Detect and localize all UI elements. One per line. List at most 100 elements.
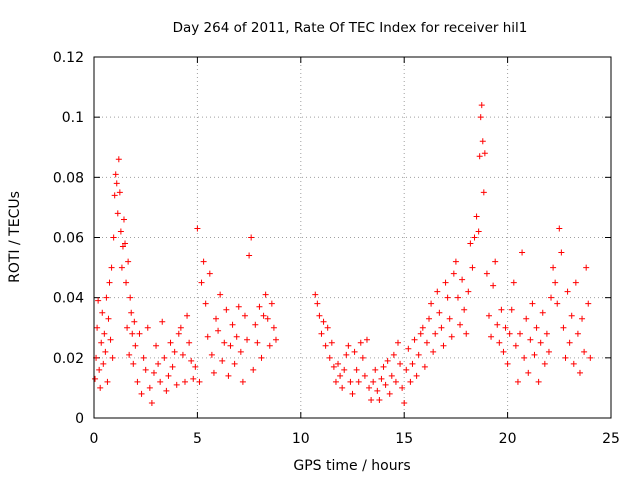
axis-ticks bbox=[93, 56, 612, 419]
data-point bbox=[386, 390, 393, 397]
data-point bbox=[548, 294, 555, 301]
data-point bbox=[562, 354, 569, 361]
data-point bbox=[545, 348, 552, 355]
data-point bbox=[347, 378, 354, 385]
y-tick-label: 0.06 bbox=[53, 231, 84, 247]
data-point bbox=[235, 303, 242, 310]
data-point bbox=[231, 360, 238, 367]
data-point bbox=[98, 339, 105, 346]
data-point bbox=[112, 171, 119, 178]
data-point bbox=[461, 306, 468, 313]
data-point bbox=[527, 336, 534, 343]
data-point bbox=[572, 279, 579, 286]
data-point bbox=[525, 369, 532, 376]
data-point bbox=[208, 351, 215, 358]
data-point bbox=[117, 228, 124, 235]
data-point bbox=[537, 339, 544, 346]
data-point bbox=[476, 153, 483, 160]
data-point bbox=[190, 375, 197, 382]
data-point bbox=[378, 375, 385, 382]
data-point bbox=[192, 363, 199, 370]
data-point bbox=[105, 315, 112, 322]
data-point bbox=[450, 270, 457, 277]
data-point bbox=[533, 324, 540, 331]
data-point bbox=[442, 279, 449, 286]
data-point bbox=[186, 339, 193, 346]
data-point bbox=[262, 291, 269, 298]
data-point bbox=[116, 189, 123, 196]
data-point bbox=[94, 324, 101, 331]
data-point bbox=[136, 330, 143, 337]
data-point bbox=[181, 378, 188, 385]
data-point bbox=[229, 321, 236, 328]
data-point bbox=[326, 354, 333, 361]
data-point bbox=[177, 324, 184, 331]
y-tick-label: 0.12 bbox=[53, 50, 84, 66]
data-points bbox=[92, 102, 594, 406]
data-point bbox=[459, 276, 466, 283]
data-point bbox=[446, 315, 453, 322]
data-point bbox=[430, 348, 437, 355]
data-point bbox=[407, 378, 414, 385]
x-tick-label: 0 bbox=[90, 431, 99, 447]
data-point bbox=[314, 300, 321, 307]
data-point bbox=[119, 243, 126, 250]
data-point bbox=[335, 360, 342, 367]
data-point bbox=[128, 309, 135, 316]
data-point bbox=[103, 294, 110, 301]
data-point bbox=[502, 324, 509, 331]
data-point bbox=[322, 342, 329, 349]
data-point bbox=[123, 279, 130, 286]
data-point bbox=[556, 225, 563, 232]
data-point bbox=[153, 342, 160, 349]
data-point bbox=[171, 348, 178, 355]
data-point bbox=[481, 150, 488, 157]
data-point bbox=[415, 351, 422, 358]
data-point bbox=[196, 378, 203, 385]
data-point bbox=[452, 258, 459, 265]
data-point bbox=[498, 306, 505, 313]
data-point bbox=[436, 309, 443, 316]
data-point bbox=[361, 372, 368, 379]
data-point bbox=[107, 336, 114, 343]
data-point bbox=[320, 318, 327, 325]
data-point bbox=[163, 387, 170, 394]
data-point bbox=[473, 213, 480, 220]
data-point bbox=[100, 360, 107, 367]
data-point bbox=[188, 357, 195, 364]
data-point bbox=[134, 378, 141, 385]
data-point bbox=[585, 300, 592, 307]
data-point bbox=[114, 210, 121, 217]
data-point bbox=[155, 360, 162, 367]
data-point bbox=[380, 363, 387, 370]
data-point bbox=[506, 330, 513, 337]
data-point bbox=[581, 348, 588, 355]
data-point bbox=[413, 372, 420, 379]
data-point bbox=[560, 324, 567, 331]
chart-title: Day 264 of 2011, Rate Of TEC Index for r… bbox=[173, 20, 528, 36]
data-point bbox=[129, 330, 136, 337]
x-tick-label: 20 bbox=[499, 431, 517, 447]
data-point bbox=[394, 339, 401, 346]
data-point bbox=[494, 321, 501, 328]
data-point bbox=[330, 363, 337, 370]
data-point bbox=[194, 225, 201, 232]
data-point bbox=[215, 327, 222, 334]
data-point bbox=[241, 312, 248, 319]
y-axis-label: ROTI / TECUs bbox=[7, 191, 23, 283]
data-point bbox=[202, 300, 209, 307]
data-point bbox=[500, 348, 507, 355]
data-point bbox=[95, 297, 102, 304]
data-point bbox=[210, 369, 217, 376]
data-point bbox=[558, 249, 565, 256]
data-point bbox=[200, 258, 207, 265]
data-point bbox=[173, 381, 180, 388]
data-point bbox=[198, 279, 205, 286]
data-point bbox=[508, 306, 515, 313]
data-point bbox=[448, 333, 455, 340]
data-point bbox=[471, 234, 478, 241]
data-point bbox=[479, 138, 486, 145]
data-point bbox=[122, 240, 129, 247]
data-point bbox=[539, 309, 546, 316]
data-point bbox=[368, 396, 375, 403]
